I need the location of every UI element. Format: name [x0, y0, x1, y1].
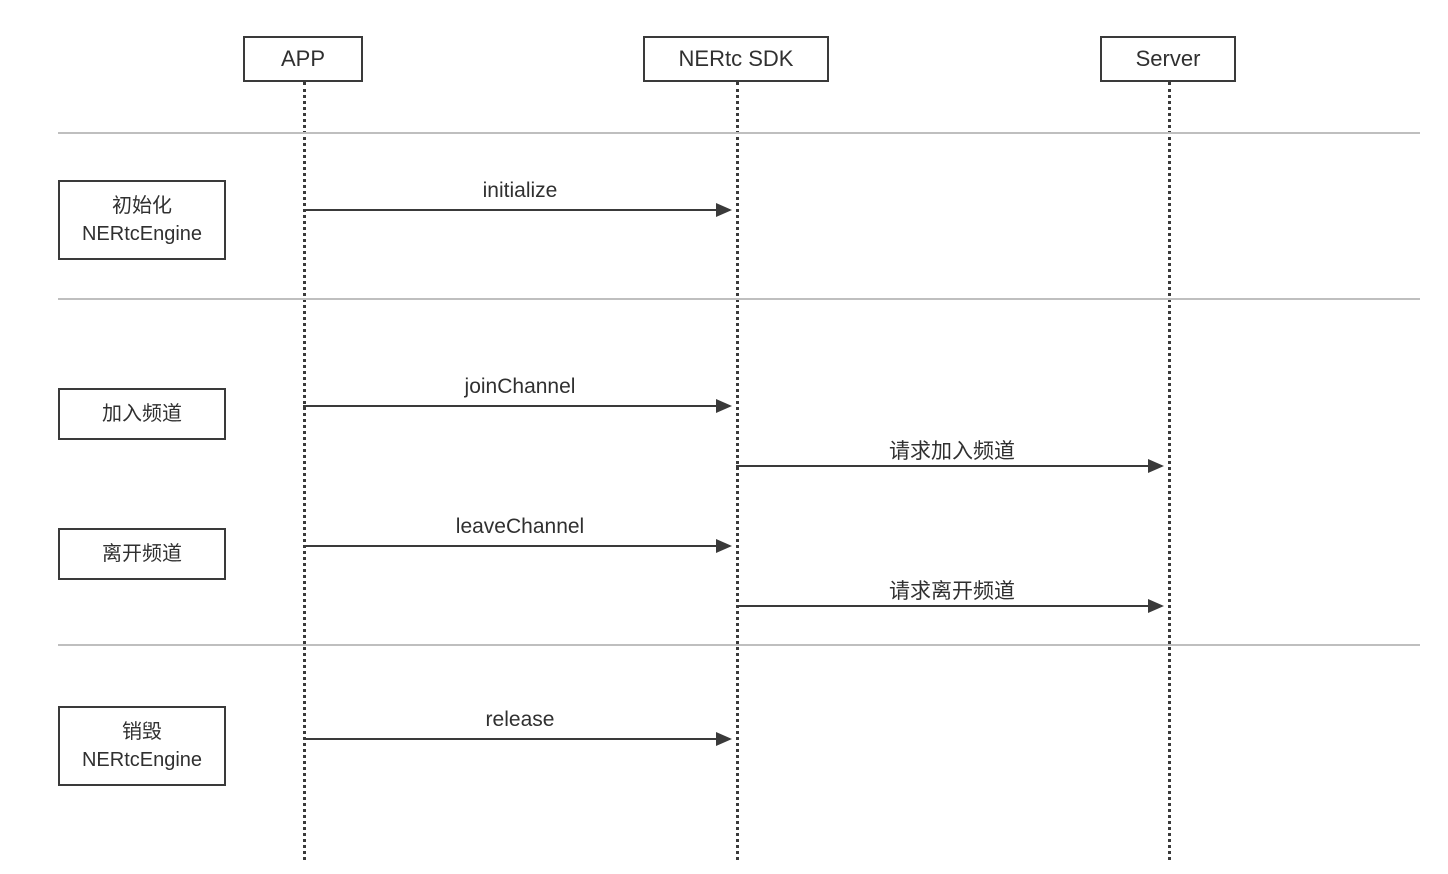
label-initialize: initialize	[420, 179, 620, 203]
arrow-joinchannel	[303, 405, 730, 407]
phase-destroy: 销毁 NERtcEngine	[58, 706, 226, 786]
arrow-request-leave	[736, 605, 1162, 607]
arrow-initialize	[303, 209, 730, 211]
phase-leave: 离开频道	[58, 528, 226, 580]
arrow-request-join	[736, 465, 1162, 467]
sequence-diagram: APP NERtc SDK Server 初始化 NERtcEngine 加入频…	[0, 0, 1448, 874]
label-joinchannel: joinChannel	[420, 375, 620, 399]
lifeline-sdk	[736, 82, 739, 860]
participant-server: Server	[1100, 36, 1236, 82]
phase-destroy-line2: NERtcEngine	[78, 746, 206, 774]
phase-init: 初始化 NERtcEngine	[58, 180, 226, 260]
participant-app: APP	[243, 36, 363, 82]
lifeline-app	[303, 82, 306, 860]
label-request-join: 请求加入频道	[852, 435, 1052, 465]
arrow-release	[303, 738, 730, 740]
participant-sdk: NERtc SDK	[643, 36, 829, 82]
label-leavechannel: leaveChannel	[420, 515, 620, 539]
label-release: release	[420, 708, 620, 732]
phase-leave-line1: 离开频道	[78, 540, 206, 568]
separator-3	[58, 644, 1420, 646]
phase-join: 加入频道	[58, 388, 226, 440]
label-request-leave: 请求离开频道	[852, 575, 1052, 605]
phase-init-line1: 初始化	[78, 192, 206, 220]
phase-init-line2: NERtcEngine	[78, 220, 206, 248]
arrow-leavechannel	[303, 545, 730, 547]
separator-2	[58, 298, 1420, 300]
phase-destroy-line1: 销毁	[78, 718, 206, 746]
lifeline-server	[1168, 82, 1171, 860]
separator-1	[58, 132, 1420, 134]
phase-join-line1: 加入频道	[78, 400, 206, 428]
